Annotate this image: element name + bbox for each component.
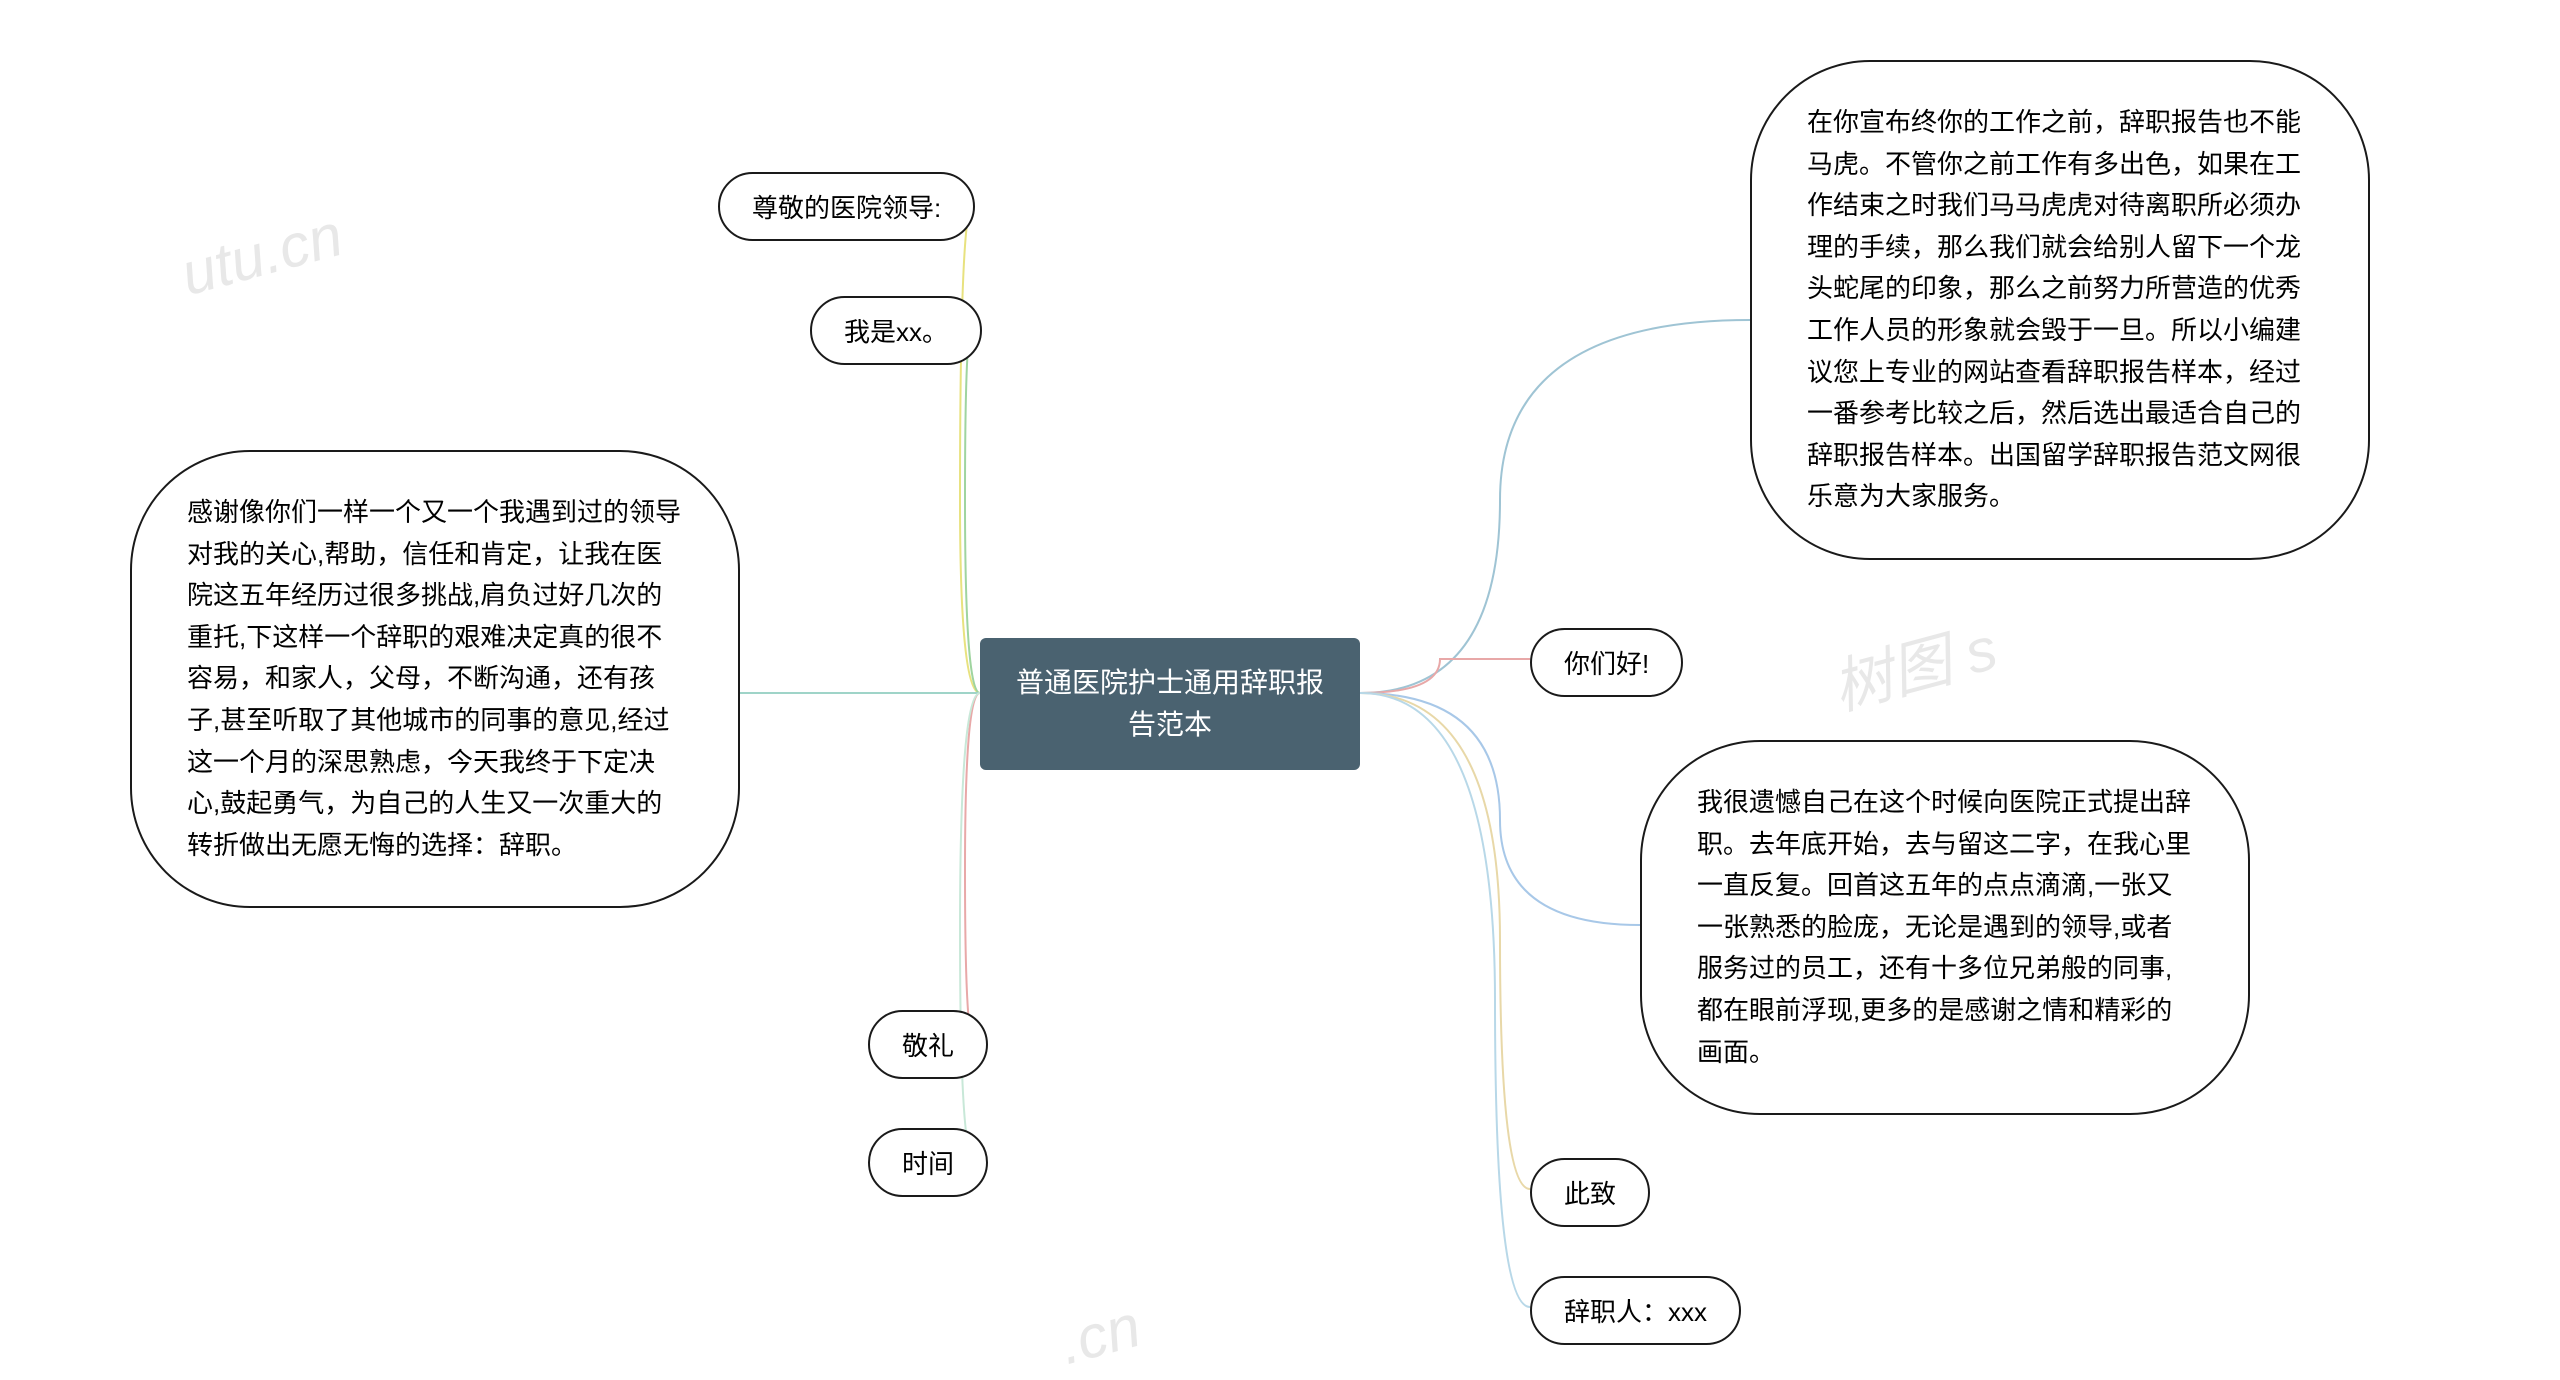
center-node: 普通医院护士通用辞职报告范本 — [980, 638, 1360, 770]
left-node-3: 感谢像你们一样一个又一个我遇到过的领导对我的关心,帮助，信任和肯定，让我在医院这… — [130, 450, 740, 908]
right-node-4-text: 此致 — [1564, 1179, 1616, 1209]
center-label: 普通医院护士通用辞职报告范本 — [1016, 667, 1324, 740]
right-node-5-text: 辞职人：xxx — [1564, 1297, 1707, 1327]
left-node-5-text: 时间 — [902, 1149, 954, 1179]
left-node-3-text: 感谢像你们一样一个又一个我遇到过的领导对我的关心,帮助，信任和肯定，让我在医院这… — [187, 497, 681, 860]
left-node-4-text: 敬礼 — [902, 1031, 954, 1061]
right-node-4: 此致 — [1530, 1158, 1650, 1227]
left-node-5: 时间 — [868, 1128, 988, 1197]
right-node-3-text: 我很遗憾自己在这个时候向医院正式提出辞职。去年底开始，去与留这二字，在我心里一直… — [1697, 787, 2191, 1067]
left-node-2-text: 我是xx。 — [844, 317, 948, 347]
right-node-5: 辞职人：xxx — [1530, 1276, 1741, 1345]
left-node-4: 敬礼 — [868, 1010, 988, 1079]
right-node-3: 我很遗憾自己在这个时候向医院正式提出辞职。去年底开始，去与留这二字，在我心里一直… — [1640, 740, 2250, 1115]
right-node-1: 在你宣布终你的工作之前，辞职报告也不能马虎。不管你之前工作有多出色，如果在工作结… — [1750, 60, 2370, 560]
right-node-2: 你们好! — [1530, 628, 1683, 697]
left-node-2: 我是xx。 — [810, 296, 982, 365]
right-node-2-text: 你们好! — [1564, 649, 1649, 679]
left-node-1: 尊敬的医院领导: — [718, 172, 975, 241]
right-node-1-text: 在你宣布终你的工作之前，辞职报告也不能马虎。不管你之前工作有多出色，如果在工作结… — [1807, 107, 2301, 511]
left-node-1-text: 尊敬的医院领导: — [752, 193, 941, 223]
